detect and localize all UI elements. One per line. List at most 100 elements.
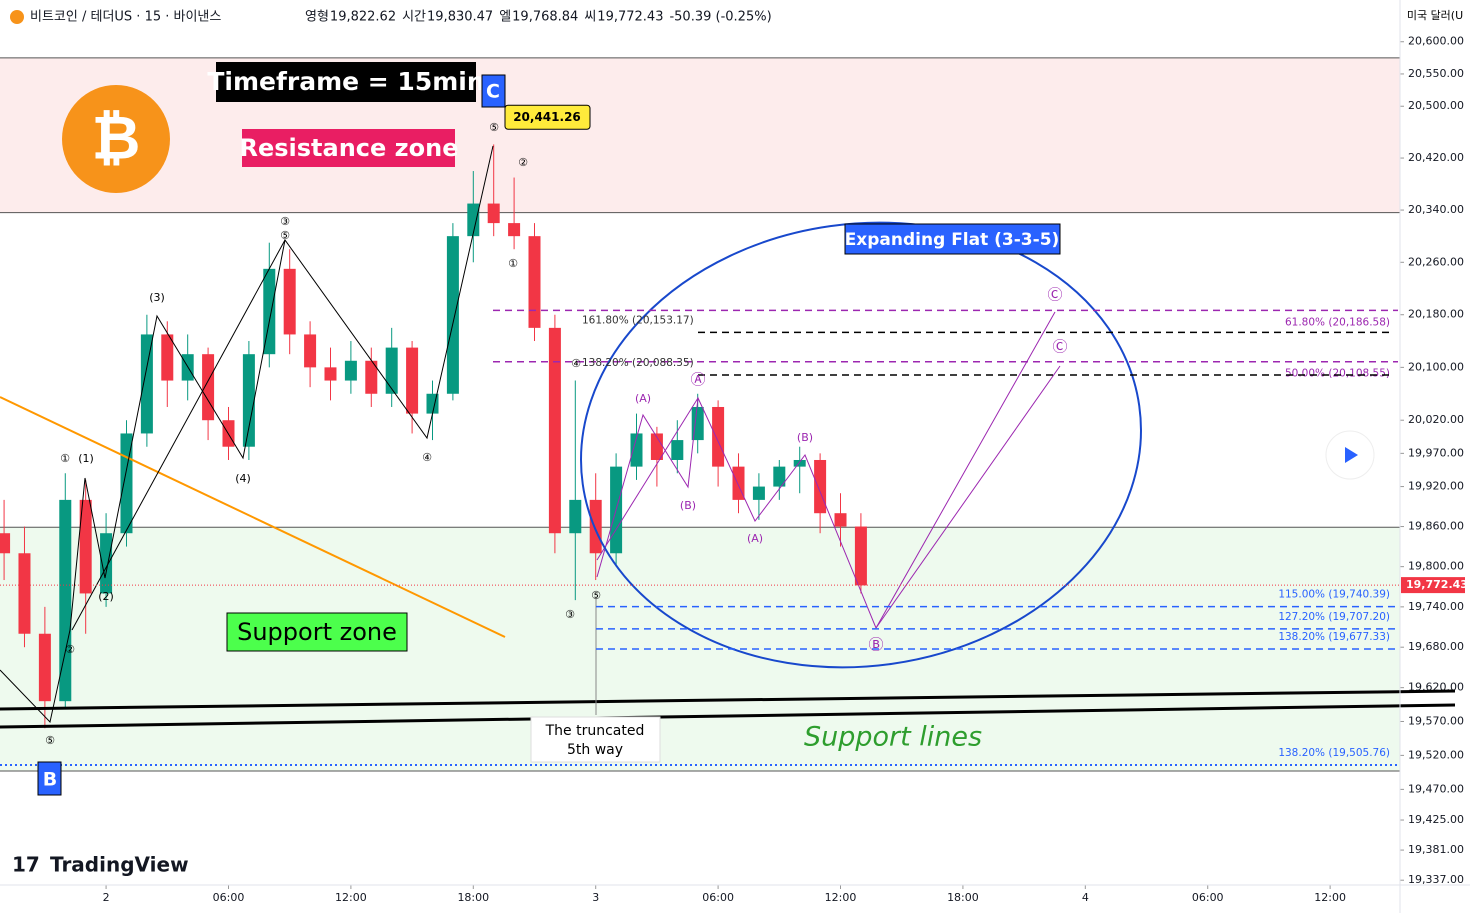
candle-body [548, 327, 561, 534]
play-icon [1345, 447, 1358, 463]
wave-label: ② [65, 643, 75, 656]
timeframe: Timeframe = 15min [207, 67, 484, 96]
candle-body [671, 440, 684, 460]
wave-label: ⑤ [280, 229, 290, 242]
candle-body [508, 223, 521, 237]
candle-body [630, 433, 643, 467]
x-tick-label: 06:00 [702, 891, 734, 904]
wave-label: ① [508, 257, 518, 270]
wave-label: Ⓐ [690, 371, 705, 389]
y-tick-label: 19,337.00 [1408, 873, 1464, 886]
y-tick-label: 20,500.00 [1408, 99, 1464, 112]
y-tick-label: 19,680.00 [1408, 640, 1464, 653]
candle-body [446, 236, 459, 394]
wave-label: ⑤ [489, 121, 499, 134]
y-tick-label: 20,020.00 [1408, 413, 1464, 426]
ohlc-label: 영형 [305, 10, 329, 25]
y-tick-label: 20,180.00 [1408, 308, 1464, 321]
label-box [481, 74, 506, 108]
drawings [0, 145, 1456, 729]
y-tick-label: 20,260.00 [1408, 255, 1464, 268]
wave-c: C [486, 81, 500, 103]
wave-label: Ⓑ [868, 636, 883, 654]
candle-body [569, 499, 582, 534]
candle-body [365, 360, 378, 394]
fib-label: 115.00% (19,740.39) [1278, 589, 1390, 601]
wave-label: ⑤ [45, 734, 55, 747]
ohlc-label: 엘 [499, 10, 511, 25]
candle-body [589, 499, 602, 554]
support-line [0, 689, 1456, 711]
last-price-label: 19,772.43 [1406, 578, 1468, 591]
label-box [37, 761, 62, 796]
wave-line [596, 397, 699, 561]
ohlc-label: 씨 [584, 10, 596, 25]
y-tick-label: 19,920.00 [1408, 480, 1464, 493]
last-price-box [1401, 577, 1465, 594]
truncated-label: The truncated [545, 723, 645, 739]
support-lines-label: Support lines [804, 722, 982, 753]
x-tick-label: 18:00 [457, 891, 489, 904]
candle-body [385, 347, 398, 394]
y-tick-label: 20,340.00 [1408, 203, 1464, 216]
y-tick-label: 20,550.00 [1408, 67, 1464, 80]
wave-label: Ⓒ [1052, 338, 1067, 356]
label-box [226, 612, 408, 652]
ohlc-label: 시간 [402, 10, 426, 25]
y-tick-label: 19,470.00 [1408, 782, 1464, 795]
x-tick-label: 06:00 [213, 891, 245, 904]
candle-body [38, 633, 51, 702]
candle-body [487, 203, 500, 224]
fib-label: 138.20% (19,677.33) [1278, 631, 1390, 643]
candle-body [834, 513, 847, 527]
ohlc-value: 19,768.84 [512, 10, 578, 25]
wave-label: (B) [680, 499, 696, 512]
x-tick-label: 3 [592, 891, 599, 904]
candle-body [752, 486, 765, 500]
x-tick-label: 12:00 [335, 891, 367, 904]
wave-line [71, 239, 286, 631]
wave-label: ④ [571, 357, 581, 370]
candle-body [0, 533, 11, 554]
candle-body [242, 354, 255, 447]
fib-label: 161.80% (20,153.17) [582, 314, 694, 326]
y-tick-label: 19,740.00 [1408, 600, 1464, 613]
wave-label: ① [60, 452, 70, 465]
candle-body [528, 236, 541, 328]
flat-label: Expanding Flat (3-3-5) [845, 230, 1060, 250]
candle-body [712, 406, 725, 467]
wave-label: (3) [149, 291, 165, 304]
y-tick-label: 19,520.00 [1408, 748, 1464, 761]
candle-body [467, 203, 480, 237]
y-tick-label: 19,800.00 [1408, 560, 1464, 573]
brand: TradingView [50, 853, 189, 877]
currency[interactable]: 미국 달러(U [1407, 9, 1463, 22]
wave-label: ④ [422, 451, 432, 464]
resistance-label: Resistance zone [240, 134, 459, 162]
btc-logo [62, 85, 170, 193]
wave-label: (B) [797, 431, 813, 444]
symbol: 비트코인 / 테더US · 15 · 바이낸스 [30, 10, 221, 25]
fib-label: 138.20% (19,505.76) [1278, 747, 1390, 759]
candle-body [793, 459, 806, 467]
support-label: Support zone [237, 618, 397, 646]
wave-b: B [43, 769, 57, 791]
candle-body [406, 347, 419, 414]
support-line [0, 703, 1456, 729]
x-tick-label: 12:00 [825, 891, 857, 904]
candle-body [263, 268, 276, 355]
label-box [216, 62, 476, 102]
wave-label: ③ [280, 215, 290, 228]
brand: 17 [12, 853, 40, 877]
candle-body [140, 334, 153, 434]
label-box [530, 716, 661, 763]
wave-label: (A) [635, 392, 651, 405]
wave-label: (1) [78, 452, 94, 465]
wave-label: (A) [747, 532, 763, 545]
candle-body [854, 526, 867, 586]
pattern-ellipse [580, 221, 1142, 669]
wave-line [875, 365, 1061, 629]
wave-line [0, 145, 494, 724]
